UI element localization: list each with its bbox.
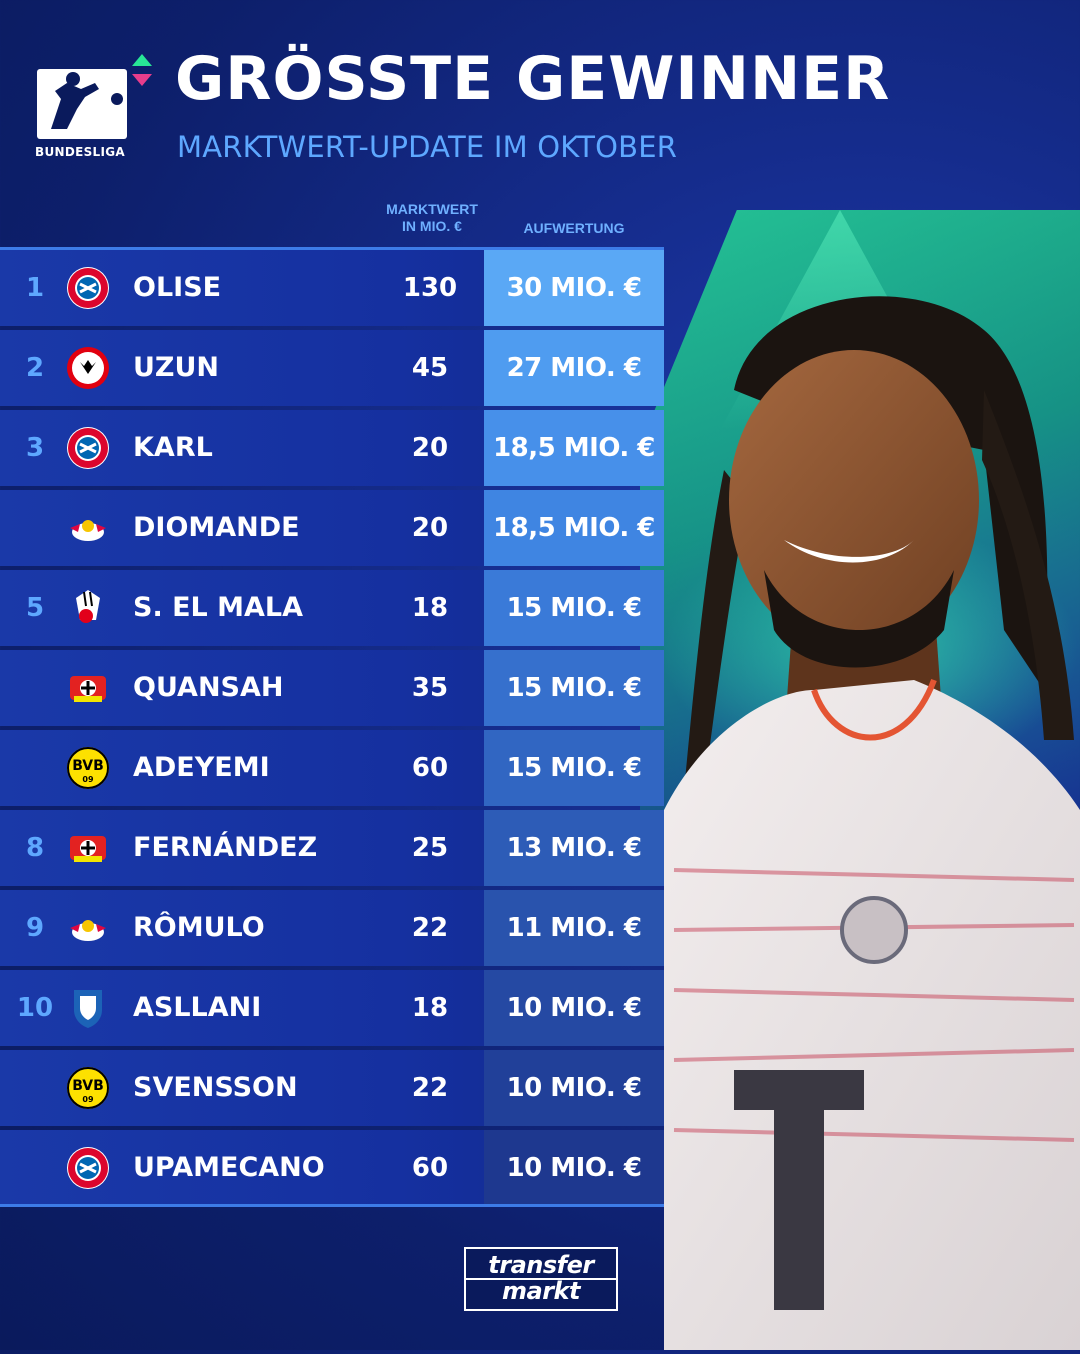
player-photo <box>664 270 1080 1350</box>
rank-number <box>0 730 70 806</box>
rank-number: 10 <box>16 993 54 1023</box>
market-value: 60 <box>411 1153 449 1183</box>
player-name: KARL <box>133 432 213 463</box>
market-value: 18 <box>411 993 449 1023</box>
player-name: ASLLANI <box>133 992 262 1023</box>
rank-number: 1 <box>25 273 45 303</box>
market-value: 130 <box>402 273 458 303</box>
svg-text:BVB: BVB <box>72 758 104 774</box>
page-title: GRÖSSTE GEWINNER <box>175 44 891 114</box>
player-name: ADEYEMI <box>133 752 270 783</box>
market-value: 45 <box>411 353 449 383</box>
column-header-market-value-line1: MARKTWERT <box>386 201 478 217</box>
transfermarkt-logo-line2: markt <box>502 1277 580 1305</box>
table-row: 8 FERNÁNDEZ 25 13 MIO. € <box>0 810 664 886</box>
table-row: 1 OLISE 130 30 MIO. € <box>0 250 664 326</box>
rank-number: 8 <box>25 833 45 863</box>
market-value-gain: 15 MIO. € <box>484 650 664 726</box>
market-value-gain: 13 MIO. € <box>484 810 664 886</box>
svg-text:BVB: BVB <box>72 1078 104 1094</box>
leipzig-icon <box>66 906 110 950</box>
transfermarkt-logo-line1: transfer <box>488 1251 594 1279</box>
bvb-icon: BVB 09 <box>66 1066 110 1110</box>
table-row: 5 S. EL MALA 18 15 MIO. € <box>0 570 664 646</box>
market-value: 25 <box>411 833 449 863</box>
market-value: 35 <box>411 673 449 703</box>
table-row: 10 ASLLANI 18 10 MIO. € <box>0 970 664 1046</box>
koeln-icon <box>66 586 110 630</box>
market-value-gain: 15 MIO. € <box>484 730 664 806</box>
player-name: UZUN <box>133 352 220 383</box>
table-row: QUANSAH 35 15 MIO. € <box>0 650 664 726</box>
column-header-market-value: MARKTWERT IN MIO. € <box>370 201 494 235</box>
market-value: 18 <box>411 593 449 623</box>
market-value-gain: 10 MIO. € <box>484 1130 664 1206</box>
svg-text:09: 09 <box>82 775 94 784</box>
market-value-gain: 15 MIO. € <box>484 570 664 646</box>
market-value-gain: 30 MIO. € <box>484 250 664 326</box>
transfermarkt-logo: transfer markt <box>464 1247 618 1311</box>
player-name: FERNÁNDEZ <box>133 832 318 863</box>
rank-number: 2 <box>25 353 45 383</box>
table-top-rule <box>0 247 664 250</box>
leverkusen-icon <box>66 666 110 710</box>
bayern-icon <box>66 266 110 310</box>
up-down-arrows-icon <box>130 54 154 92</box>
rank-number: 9 <box>25 913 45 943</box>
column-header-gain: AUFWERTUNG <box>523 220 625 236</box>
player-name: QUANSAH <box>133 672 284 703</box>
ranking-table: 1 OLISE 130 30 MIO. € 2 UZUN 45 27 MIO. € 3 KARL 2… <box>0 250 664 1210</box>
market-value-gain: 10 MIO. € <box>484 970 664 1046</box>
bundesliga-logo <box>37 69 127 139</box>
svg-text:09: 09 <box>82 1095 94 1104</box>
player-name: SVENSSON <box>133 1072 298 1103</box>
table-row: 2 UZUN 45 27 MIO. € <box>0 330 664 406</box>
rank-number <box>0 650 70 726</box>
market-value: 20 <box>411 513 449 543</box>
market-value-gain: 18,5 MIO. € <box>484 490 664 566</box>
market-value-gain: 11 MIO. € <box>484 890 664 966</box>
transfermarkt-logo-divider <box>466 1278 616 1280</box>
table-row: BVB 09 SVENSSON 22 10 MIO. € <box>0 1050 664 1126</box>
player-name: DIOMANDE <box>133 512 300 543</box>
rank-number <box>0 1050 70 1126</box>
market-value: 22 <box>411 1073 449 1103</box>
table-row: 9 RÔMULO 22 11 MIO. € <box>0 890 664 966</box>
table-row: BVB 09 ADEYEMI 60 15 MIO. € <box>0 730 664 806</box>
bayern-icon <box>66 426 110 470</box>
table-row: 3 KARL 20 18,5 MIO. € <box>0 410 664 486</box>
bayern-icon <box>66 1146 110 1190</box>
eintracht-icon <box>66 346 110 390</box>
market-value-gain: 18,5 MIO. € <box>484 410 664 486</box>
hoffenheim-icon <box>66 986 110 1030</box>
page-subtitle: MARKTWERT-UPDATE IM OKTOBER <box>177 130 678 164</box>
table-row: DIOMANDE 20 18,5 MIO. € <box>0 490 664 566</box>
table-bottom-rule <box>0 1204 664 1207</box>
rank-number: 3 <box>25 433 45 463</box>
leipzig-icon <box>66 506 110 550</box>
player-name: RÔMULO <box>133 912 265 943</box>
market-value: 60 <box>411 753 449 783</box>
player-name: S. EL MALA <box>133 592 304 623</box>
market-value-gain: 27 MIO. € <box>484 330 664 406</box>
rank-number <box>0 1130 70 1206</box>
market-value-gain: 10 MIO. € <box>484 1050 664 1126</box>
player-name: OLISE <box>133 272 222 303</box>
bvb-icon: BVB 09 <box>66 746 110 790</box>
player-name: UPAMECANO <box>133 1152 325 1183</box>
column-header-market-value-line2: IN MIO. € <box>402 218 462 234</box>
rank-number: 5 <box>25 593 45 623</box>
rank-number <box>0 490 70 566</box>
market-value: 22 <box>411 913 449 943</box>
bundesliga-logo-text: BUNDESLIGA <box>35 145 125 159</box>
leverkusen-icon <box>66 826 110 870</box>
table-row: UPAMECANO 60 10 MIO. € <box>0 1130 664 1206</box>
market-value: 20 <box>411 433 449 463</box>
